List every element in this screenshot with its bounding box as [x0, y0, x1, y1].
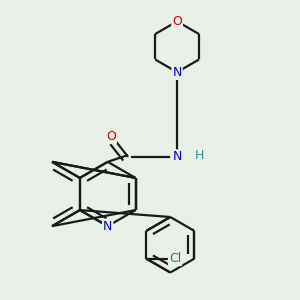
Text: Cl: Cl	[169, 252, 181, 265]
Text: O: O	[106, 130, 116, 143]
Text: N: N	[172, 66, 182, 79]
Text: O: O	[172, 15, 182, 28]
Text: H: H	[194, 148, 204, 162]
Text: N: N	[103, 220, 112, 232]
Text: N: N	[172, 150, 182, 163]
